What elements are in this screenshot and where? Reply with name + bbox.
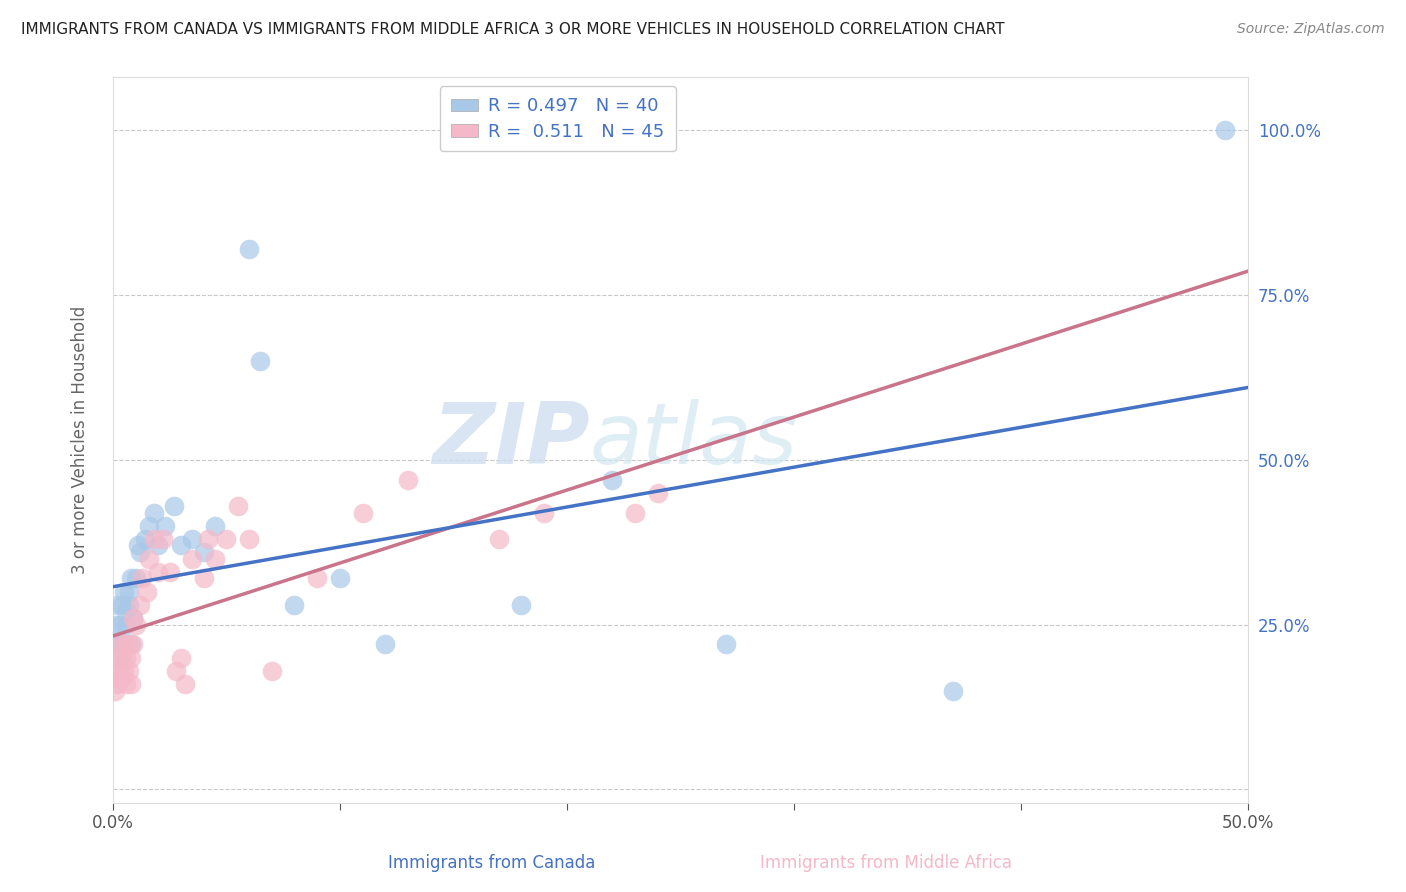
Point: [104, 670, 127, 684]
Point: [111, 670, 134, 684]
Text: ZIP: ZIP: [432, 399, 589, 482]
Point: [197, 532, 219, 546]
Point: [600, 473, 623, 487]
Point: [108, 637, 131, 651]
Point: [122, 611, 145, 625]
Point: [108, 617, 131, 632]
Point: [105, 677, 128, 691]
Point: [120, 571, 142, 585]
Point: [181, 532, 204, 546]
Point: [120, 677, 142, 691]
Point: [118, 598, 141, 612]
Point: [112, 584, 135, 599]
Point: [111, 637, 134, 651]
Point: [159, 565, 181, 579]
Point: [396, 473, 419, 487]
Point: [124, 617, 146, 632]
Point: [118, 664, 141, 678]
Point: [115, 617, 138, 632]
Point: [118, 584, 141, 599]
Point: [115, 650, 138, 665]
Point: [127, 539, 149, 553]
Point: [249, 354, 271, 368]
Point: [122, 637, 145, 651]
Point: [115, 677, 138, 691]
Point: [142, 532, 165, 546]
Point: [105, 598, 128, 612]
Point: [112, 664, 135, 678]
Point: [108, 637, 131, 651]
Legend: R = 0.497   N = 40, R =  0.511   N = 45: R = 0.497 N = 40, R = 0.511 N = 45: [440, 87, 675, 152]
Text: IMMIGRANTS FROM CANADA VS IMMIGRANTS FROM MIDDLE AFRICA 3 OR MORE VEHICLES IN HO: IMMIGRANTS FROM CANADA VS IMMIGRANTS FRO…: [21, 22, 1005, 37]
Point: [215, 532, 238, 546]
Point: [714, 637, 737, 651]
Point: [942, 683, 965, 698]
Point: [374, 637, 396, 651]
Point: [148, 565, 170, 579]
Point: [148, 539, 170, 553]
Text: Immigrants from Canada: Immigrants from Canada: [388, 855, 596, 872]
Point: [193, 545, 215, 559]
Point: [142, 506, 165, 520]
Point: [112, 637, 135, 651]
Point: [131, 571, 153, 585]
Text: Immigrants from Middle Africa: Immigrants from Middle Africa: [759, 855, 1012, 872]
Point: [108, 664, 131, 678]
Point: [307, 571, 329, 585]
Point: [129, 545, 152, 559]
Point: [124, 571, 146, 585]
Point: [624, 506, 647, 520]
Point: [181, 551, 204, 566]
Point: [226, 499, 249, 513]
Point: [135, 584, 157, 599]
Point: [238, 532, 260, 546]
Point: [165, 664, 187, 678]
Point: [105, 650, 128, 665]
Point: [204, 551, 226, 566]
Point: [1213, 123, 1236, 137]
Point: [533, 506, 555, 520]
Point: [647, 485, 669, 500]
Point: [238, 242, 260, 256]
Point: [112, 637, 135, 651]
Point: [329, 571, 352, 585]
Point: [283, 598, 305, 612]
Point: [138, 518, 160, 533]
Point: [115, 604, 138, 618]
Point: [111, 598, 134, 612]
Point: [138, 551, 160, 566]
Point: [193, 571, 215, 585]
Point: [122, 611, 145, 625]
Point: [204, 518, 226, 533]
Point: [104, 683, 127, 698]
Text: atlas: atlas: [589, 399, 797, 482]
Y-axis label: 3 or more Vehicles in Household: 3 or more Vehicles in Household: [72, 306, 89, 574]
Point: [120, 637, 142, 651]
Point: [510, 598, 533, 612]
Point: [104, 617, 127, 632]
Point: [134, 532, 156, 546]
Text: Source: ZipAtlas.com: Source: ZipAtlas.com: [1237, 22, 1385, 37]
Point: [260, 664, 283, 678]
Point: [120, 650, 142, 665]
Point: [163, 499, 186, 513]
Point: [170, 650, 193, 665]
Point: [152, 532, 174, 546]
Point: [105, 650, 128, 665]
Point: [111, 650, 134, 665]
Point: [118, 637, 141, 651]
Point: [170, 539, 193, 553]
Point: [352, 506, 374, 520]
Point: [153, 518, 176, 533]
Point: [174, 677, 197, 691]
Point: [104, 637, 127, 651]
Point: [488, 532, 510, 546]
Point: [129, 598, 152, 612]
